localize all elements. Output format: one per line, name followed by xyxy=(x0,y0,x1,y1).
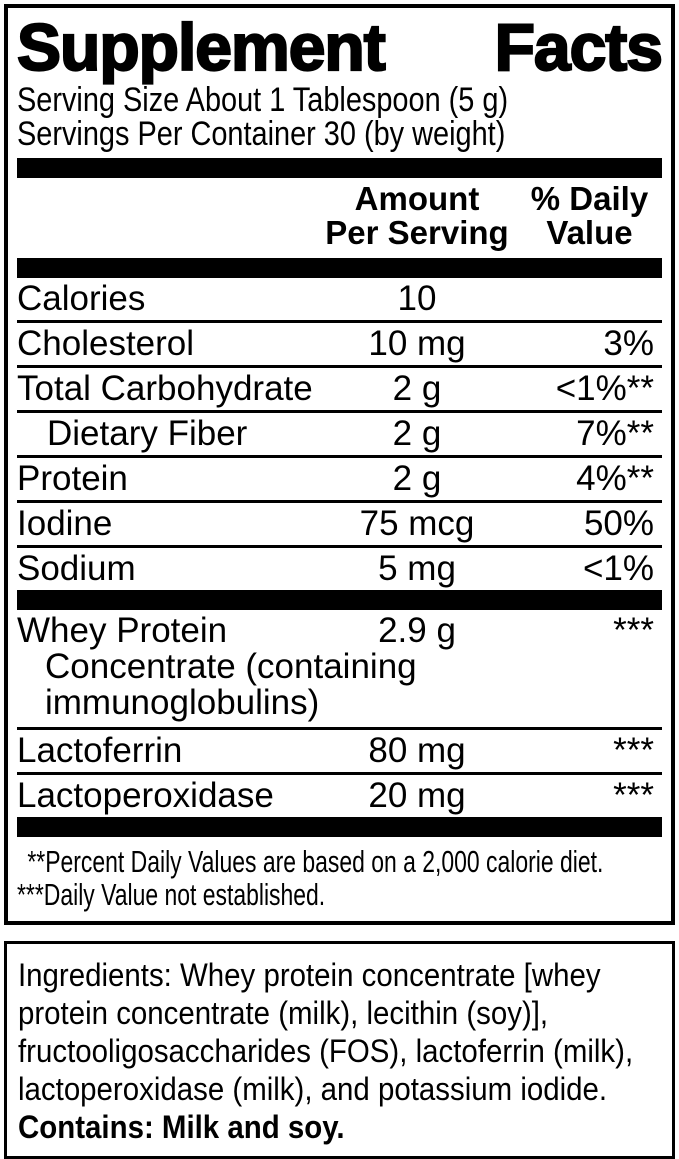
nutrient-row: Lactoferrin 80 mg *** xyxy=(17,727,662,772)
nutrient-row: Total Carbohydrate 2 g <1%** xyxy=(17,365,662,410)
nutrient-daily-value: *** xyxy=(613,731,654,770)
footnote-not-established: ***Daily Value not established. xyxy=(17,877,326,912)
supplement-facts-panel: Supplement Facts Serving Size About 1 Ta… xyxy=(4,4,675,925)
nutrient-name: Total Carbohydrate xyxy=(17,369,313,408)
nutrient-row: Sodium 5 mg <1% xyxy=(17,545,662,590)
nutrient-daily-value: <1%** xyxy=(555,369,654,408)
nutrient-row: Iodine 75 mcg 50% xyxy=(17,500,662,545)
nutrient-name: Protein xyxy=(17,459,128,498)
nutrient-amount: 10 mg xyxy=(368,324,466,363)
nutrient-daily-value: *** xyxy=(613,611,654,650)
nutrient-name-line2: Concentrate (containing immunoglobulins) xyxy=(45,647,417,722)
nutrient-amount: 20 mg xyxy=(368,776,466,815)
nutrient-row: Calories 10 xyxy=(17,278,662,320)
column-headers: Amount Per Serving % Daily Value xyxy=(17,178,662,258)
nutrient-daily-value: 50% xyxy=(583,504,654,543)
nutrient-amount: 80 mg xyxy=(368,731,466,770)
servings-per-container-line: Servings Per Container 30 (by weight) xyxy=(17,115,506,153)
nutrient-daily-value: 3% xyxy=(603,324,654,363)
nutrient-row: Cholesterol 10 mg 3% xyxy=(17,320,662,365)
nutrient-amount: 2 g xyxy=(392,414,442,453)
header-spacer xyxy=(17,182,317,250)
nutrient-amount: 75 mcg xyxy=(359,504,475,543)
contains-text: Contains: Milk and soy. xyxy=(18,1109,345,1145)
divider-bar-top xyxy=(17,158,662,178)
footnote-daily-values: **Percent Daily Values are based on a 2,… xyxy=(27,844,604,879)
nutrient-name: Cholesterol xyxy=(17,324,195,363)
nutrient-name: Sodium xyxy=(17,549,136,588)
nutrient-amount: 2.9 g xyxy=(378,611,456,650)
nutrient-daily-value: <1% xyxy=(582,549,654,588)
ingredients-panel: Ingredients: Whey protein concentrate [w… xyxy=(4,941,675,1159)
nutrient-name: Calories xyxy=(17,279,146,318)
nutrient-row: Protein 2 g 4%** xyxy=(17,455,662,500)
nutrient-rows: Calories 10 Cholesterol 10 mg 3% Total Carboh… xyxy=(17,278,662,590)
panel-title: Supplement Facts xyxy=(16,10,664,84)
divider-bar-mid xyxy=(17,590,662,610)
nutrient-name: Whey Protein xyxy=(17,611,228,650)
ingredients-content: Ingredients: Whey protein concentrate [w… xyxy=(18,956,662,1146)
nutrient-row: Dietary Fiber 2 g 7%** xyxy=(17,410,662,455)
nutrient-amount: 2 g xyxy=(392,459,442,498)
nutrient-row: Lactoperoxidase 20 mg *** xyxy=(17,772,662,817)
amount-per-serving-header: Amount Per Serving xyxy=(317,182,517,250)
nutrient-daily-value: 7%** xyxy=(576,414,654,453)
nutrient-row: Whey Protein 2.9 g *** Concentrate (contain… xyxy=(17,610,662,727)
ingredients-text: Ingredients: Whey protein concentrate [w… xyxy=(18,957,634,1107)
nutrient-name: Iodine xyxy=(17,504,113,543)
nutrient-name: Dietary Fiber xyxy=(47,414,248,453)
nutrient-name: Lactoperoxidase xyxy=(17,776,274,815)
nutrient-amount: 10 xyxy=(397,279,437,318)
nutrient-daily-value: 4%** xyxy=(576,459,654,498)
daily-value-header: % Daily Value xyxy=(517,182,662,250)
divider-bar-header xyxy=(17,258,662,278)
nutrient-daily-value: *** xyxy=(613,776,654,815)
serving-size-line: Serving Size About 1 Tablespoon (5 g) xyxy=(17,81,509,119)
dv-header-line1: % Daily xyxy=(530,180,649,217)
nutrient-amount: 5 mg xyxy=(378,549,456,588)
nutrient-name: Lactoferrin xyxy=(17,731,183,770)
nutrient-amount: 2 g xyxy=(392,369,442,408)
supplement-rows: Whey Protein 2.9 g *** Concentrate (contain… xyxy=(17,610,662,817)
dv-header-line2: Value xyxy=(546,214,633,251)
amount-header-line1: Amount xyxy=(354,180,480,217)
divider-bar-bottom xyxy=(17,817,662,837)
amount-header-line2: Per Serving xyxy=(325,214,509,251)
footnotes: **Percent Daily Values are based on a 2,… xyxy=(17,837,662,915)
